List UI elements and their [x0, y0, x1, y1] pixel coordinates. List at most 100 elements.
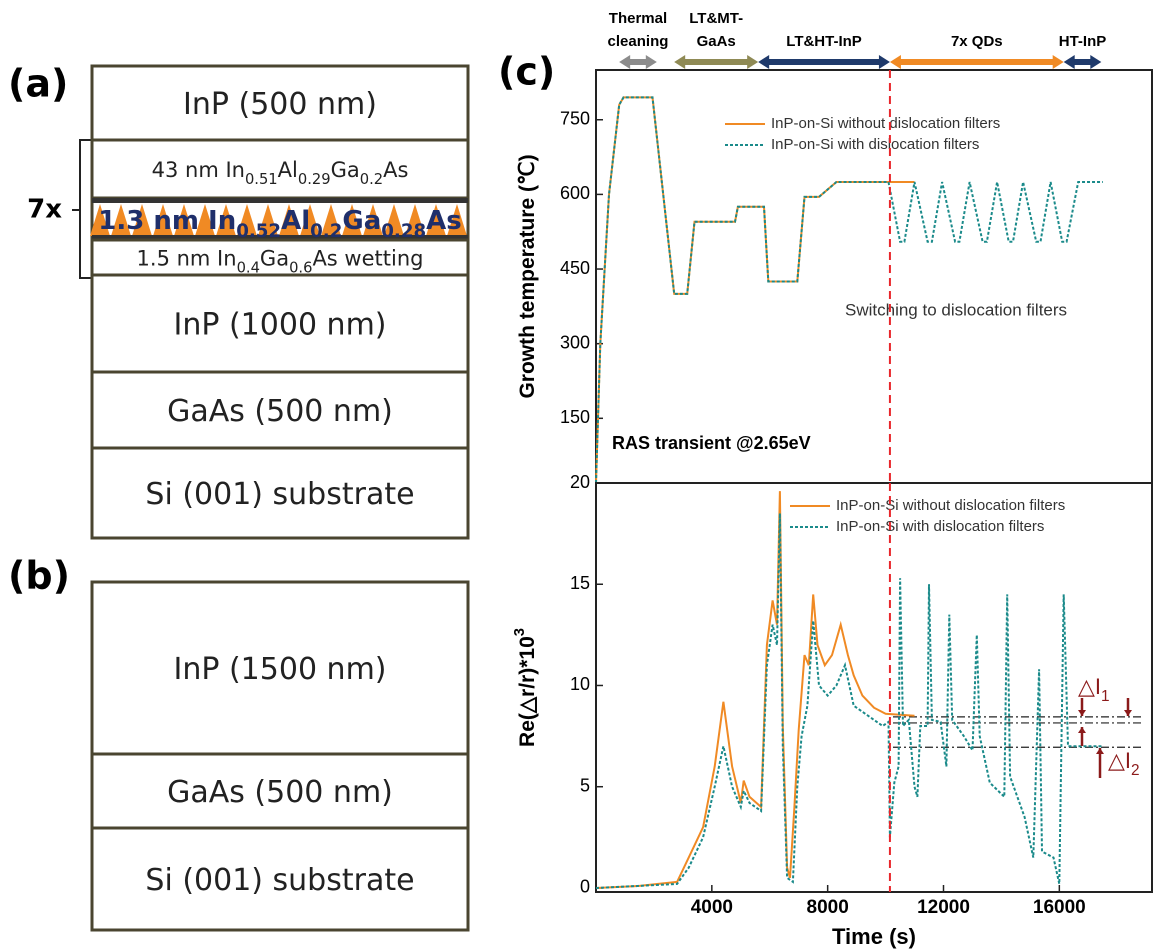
quantum-dot: [174, 204, 194, 236]
layer-label: 1.5 nm In0.4Ga0.6As wetting: [137, 247, 424, 277]
legend-label: InP-on-Si without dislocation filters: [836, 497, 1065, 514]
y-tick-label: 20: [570, 472, 590, 492]
y-axis-label: Growth temperature (℃): [516, 154, 539, 398]
layer-label: GaAs (500 nm): [167, 394, 393, 429]
phase-label: GaAs: [697, 33, 736, 50]
legend-label: InP-on-Si with dislocation filters: [836, 518, 1044, 535]
top-band: [92, 198, 468, 203]
arrow-head: [1090, 55, 1102, 69]
text-part: Si (001) substrate: [145, 477, 414, 512]
layer: [90, 580, 470, 756]
text-part: Ga: [331, 158, 360, 182]
arrow-head: [758, 55, 770, 69]
layer-label: Si (001) substrate: [145, 477, 414, 512]
y-tick-label: 10: [570, 674, 590, 694]
text-part: Ga: [260, 247, 289, 271]
y-tick-label: 5: [580, 775, 590, 795]
delta-label: △I1: [1078, 674, 1110, 705]
x-tick-label: 4000: [691, 897, 733, 918]
y-tick-label: 15: [570, 573, 590, 593]
text-part: GaAs (500 nm): [167, 775, 393, 810]
layer: [90, 446, 470, 540]
text-part: Ga: [342, 206, 381, 236]
text-part: Si (001) substrate: [145, 863, 414, 898]
quantum-dot: [132, 204, 152, 236]
delta-arrow-head: [1124, 710, 1132, 716]
data-line: [595, 96, 1103, 484]
phase-label: Thermal: [609, 10, 667, 27]
script-text: 0.52: [236, 221, 281, 242]
script-text: 0.28: [381, 221, 426, 242]
plot-frame: [595, 482, 1153, 893]
quantum-dot: [90, 204, 110, 236]
quantum-dot: [342, 204, 362, 236]
y-tick-label: 750: [560, 109, 590, 129]
x-tick-label: 16000: [1033, 897, 1086, 918]
arrow-head: [878, 55, 890, 69]
delta-arrow-head: [1078, 710, 1086, 716]
y-tick-label: 150: [560, 407, 590, 427]
script-text: 0.29: [298, 171, 331, 188]
delta-label: △I2: [1108, 748, 1140, 779]
y-tick-label: 600: [560, 183, 590, 203]
layer: [90, 826, 470, 932]
repeat-label: 7x: [27, 195, 62, 225]
script-text: 2: [1131, 762, 1140, 779]
layer-label: GaAs (500 nm): [167, 775, 393, 810]
annotation: Switching to dislocation filters: [845, 300, 1067, 319]
quantum-dot: [384, 204, 404, 236]
legend-label: InP-on-Si without dislocation filters: [771, 115, 1000, 132]
quantum-dot: [426, 204, 446, 236]
y-tick-label: 0: [580, 877, 590, 897]
phase-label: 7x QDs: [951, 33, 1003, 50]
quantum-dot: [111, 204, 131, 236]
layer-label: Si (001) substrate: [145, 863, 414, 898]
phase-label: LT&HT-InP: [786, 33, 862, 50]
layer-label: InP (1000 nm): [173, 307, 386, 342]
text-part: Al: [278, 158, 298, 182]
layer-label: InP (500 nm): [183, 87, 377, 122]
layer: [90, 138, 470, 200]
layer-label: 43 nm In0.51Al0.29Ga0.2As: [152, 158, 409, 188]
quantum-dot: [321, 204, 341, 236]
data-line: [595, 513, 1103, 889]
text-part: GaAs (500 nm): [167, 394, 393, 429]
layer: [90, 64, 470, 142]
text-part: As: [383, 158, 408, 182]
script-text: 0.2: [360, 171, 383, 188]
wetting-band: [92, 235, 468, 240]
layer-label: 1.3 nm In0.52Al0.2Ga0.28As: [98, 206, 461, 242]
panel-label: (a): [8, 62, 68, 106]
text-part: △I: [1108, 748, 1131, 773]
arrow-head: [645, 55, 657, 69]
text-part: 1.5 nm In: [137, 247, 237, 271]
quantum-dot: [300, 204, 320, 236]
data-line: [595, 96, 915, 484]
script-text: 3: [512, 628, 528, 636]
phase-label: cleaning: [608, 33, 669, 50]
quantum-dot: [216, 204, 236, 236]
repeat-bracket: [72, 139, 92, 279]
x-tick-label: 12000: [917, 897, 970, 918]
layer-label: InP (1500 nm): [173, 652, 386, 687]
panel-label: (c): [498, 50, 555, 94]
layer: [90, 273, 470, 374]
script-text: 0.4: [237, 259, 260, 276]
script-text: 1: [1101, 688, 1110, 705]
phase-label: HT-InP: [1059, 33, 1107, 50]
layer: [90, 370, 470, 450]
text-part: Growth temperature (℃): [516, 154, 539, 398]
script-text: 0.6: [289, 259, 312, 276]
quantum-dot: [279, 204, 299, 236]
x-axis-label: Time (s): [832, 924, 916, 949]
y-tick-label: 450: [560, 258, 590, 278]
x-tick-label: 8000: [807, 897, 849, 918]
quantum-dot: [153, 204, 173, 236]
text-part: Al: [281, 206, 310, 236]
arrow-head: [619, 55, 631, 69]
text-part: InP (1500 nm): [173, 652, 386, 687]
y-axis-label: Re(△r/r)*103: [512, 628, 539, 747]
arrow-head: [674, 55, 686, 69]
panel-label: (b): [8, 554, 70, 598]
